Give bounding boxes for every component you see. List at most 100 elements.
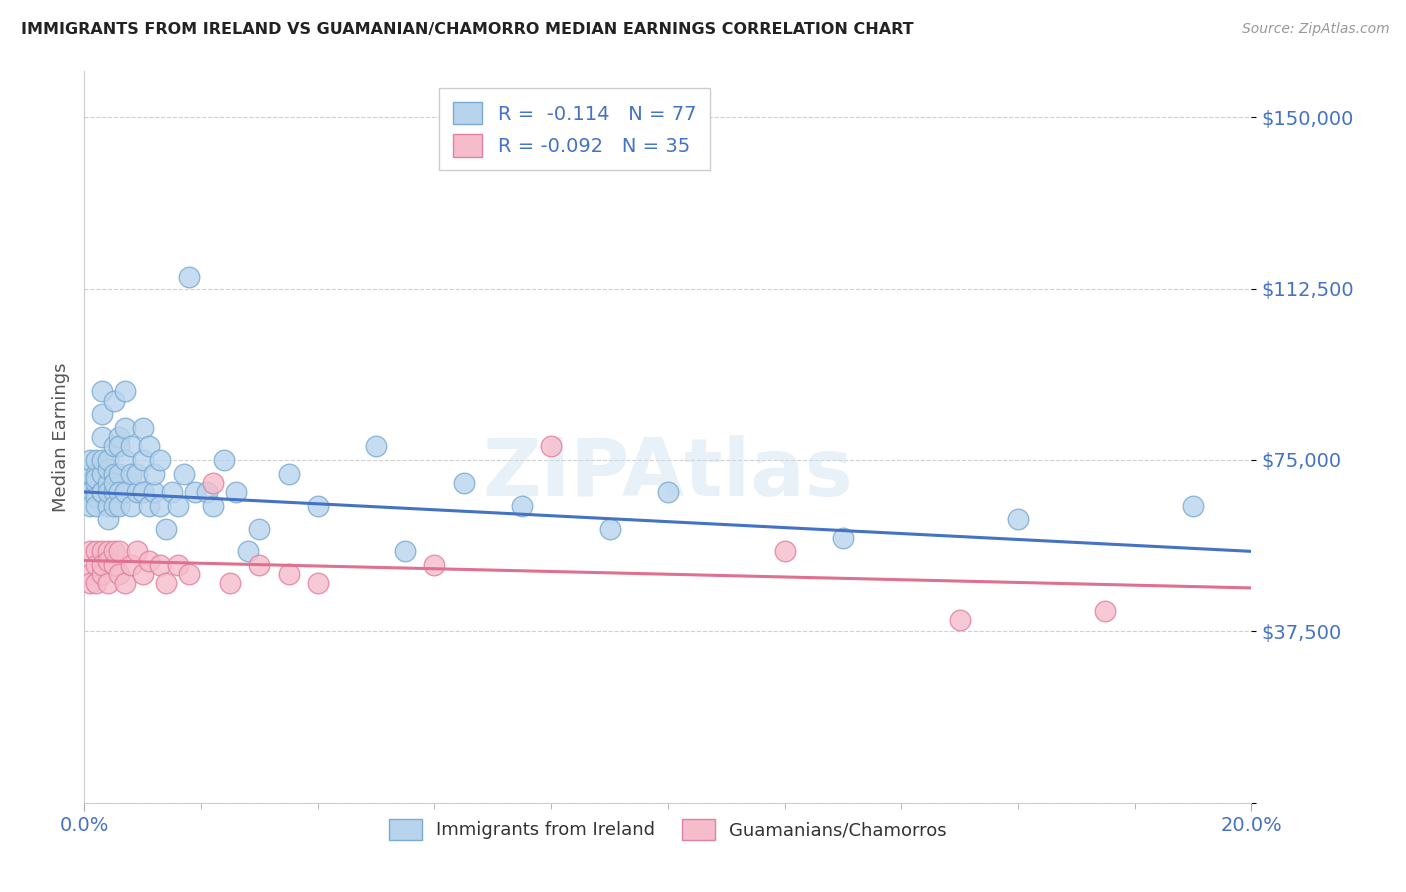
Point [114,453,136,467]
Point [179,567,201,582]
Point [155,521,177,535]
Point [143,467,166,481]
Point [90,453,112,467]
Point [97,512,120,526]
Point [108,567,131,582]
Point [132,567,155,582]
Point [84,544,107,558]
Point [103,393,125,408]
Point [114,384,136,399]
Point [90,484,112,499]
Point [179,270,201,285]
Point [1007,512,1029,526]
Point [108,484,131,499]
Point [97,453,120,467]
Point [90,467,112,481]
Point [90,544,112,558]
Point [108,499,131,513]
Point [143,484,166,499]
Point [103,558,125,573]
Point [149,499,172,513]
Point [84,490,107,504]
Text: IMMIGRANTS FROM IRELAND VS GUAMANIAN/CHAMORRO MEDIAN EARNINGS CORRELATION CHART: IMMIGRANTS FROM IRELAND VS GUAMANIAN/CHA… [21,22,914,37]
Point [120,439,142,453]
Point [832,531,855,545]
Point [108,467,131,481]
Point [90,558,112,573]
Point [166,499,188,513]
Point [540,439,562,453]
Point [132,484,155,499]
Point [114,484,136,499]
Legend: Immigrants from Ireland, Guamanians/Chamorros: Immigrants from Ireland, Guamanians/Cham… [380,810,956,848]
Point [90,407,112,421]
Point [132,421,155,435]
Point [949,613,972,627]
Point [79,467,101,481]
Point [149,558,172,573]
Point [97,576,120,591]
Point [103,544,125,558]
Point [108,544,131,558]
Point [1182,499,1205,513]
Point [599,521,621,535]
Point [249,521,271,535]
Point [103,484,125,499]
Point [277,467,299,481]
Point [97,462,120,476]
Point [84,471,107,485]
Point [97,475,120,490]
Point [97,499,120,513]
Point [84,484,107,499]
Point [173,467,195,481]
Point [120,467,142,481]
Point [84,558,107,573]
Point [657,484,679,499]
Point [103,467,125,481]
Point [453,475,475,490]
Point [97,553,120,567]
Point [79,475,101,490]
Point [149,453,172,467]
Point [103,499,125,513]
Point [214,453,236,467]
Point [120,558,142,573]
Point [277,567,299,582]
Text: Source: ZipAtlas.com: Source: ZipAtlas.com [1241,22,1389,37]
Point [79,567,101,582]
Point [184,484,207,499]
Point [195,484,218,499]
Y-axis label: Median Earnings: Median Earnings [52,362,70,512]
Point [103,475,125,490]
Point [79,544,101,558]
Point [79,499,101,513]
Point [138,553,160,567]
Point [366,439,388,453]
Point [90,484,112,499]
Point [79,484,101,499]
Point [125,484,148,499]
Point [249,558,271,573]
Point [108,430,131,444]
Point [84,467,107,481]
Point [114,421,136,435]
Point [103,439,125,453]
Point [773,544,796,558]
Point [155,576,177,591]
Point [132,453,155,467]
Point [84,499,107,513]
Point [307,576,329,591]
Point [90,384,112,399]
Point [84,475,107,490]
Point [225,484,247,499]
Point [120,499,142,513]
Point [236,544,259,558]
Point [219,576,242,591]
Point [510,499,533,513]
Point [394,544,416,558]
Point [84,453,107,467]
Point [307,499,329,513]
Point [1094,604,1116,618]
Point [138,499,160,513]
Point [79,453,101,467]
